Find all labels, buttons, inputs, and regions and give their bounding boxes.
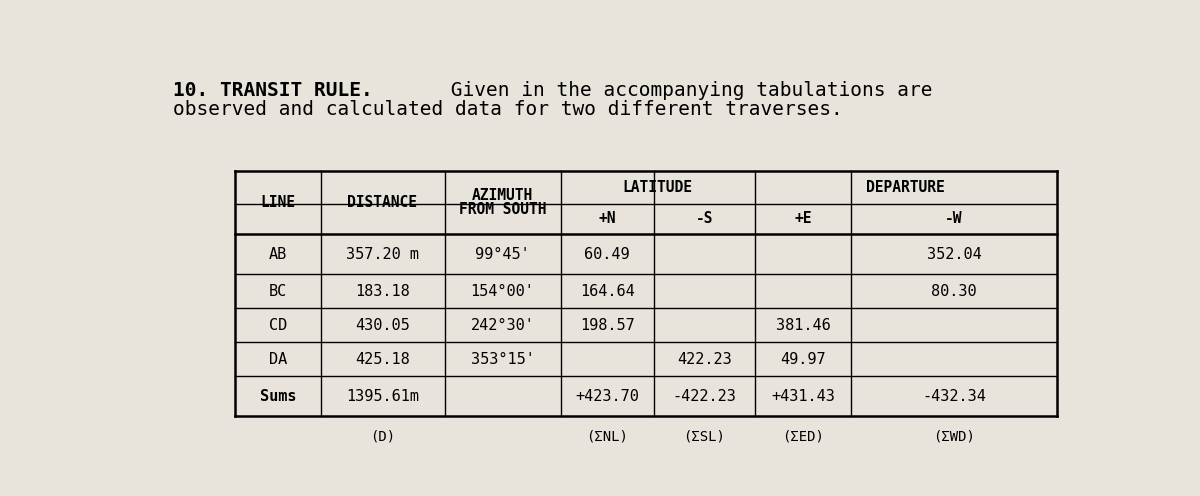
Text: -W: -W [946, 211, 962, 226]
Text: AB: AB [269, 247, 287, 262]
Text: +423.70: +423.70 [575, 388, 640, 404]
Text: 422.23: 422.23 [677, 352, 732, 367]
Text: 357.20 m: 357.20 m [346, 247, 419, 262]
Text: Sums: Sums [259, 388, 296, 404]
Text: LATITUDE: LATITUDE [623, 180, 692, 195]
Text: (ΣED): (ΣED) [782, 430, 824, 444]
Text: 381.46: 381.46 [775, 317, 830, 333]
Text: (D): (D) [370, 430, 395, 444]
Text: Given in the accompanying tabulations are: Given in the accompanying tabulations ar… [439, 81, 932, 100]
Text: 1395.61m: 1395.61m [346, 388, 419, 404]
Text: +E: +E [794, 211, 811, 226]
Text: 154°00': 154°00' [470, 284, 534, 299]
Text: -422.23: -422.23 [672, 388, 736, 404]
Text: LINE: LINE [260, 195, 295, 210]
Text: -432.34: -432.34 [922, 388, 986, 404]
Text: BC: BC [269, 284, 287, 299]
Text: 198.57: 198.57 [580, 317, 635, 333]
Text: DEPARTURE: DEPARTURE [866, 180, 946, 195]
Text: 60.49: 60.49 [584, 247, 630, 262]
Text: 164.64: 164.64 [580, 284, 635, 299]
Text: 80.30: 80.30 [931, 284, 977, 299]
Text: +431.43: +431.43 [772, 388, 835, 404]
Text: observed and calculated data for two different traverses.: observed and calculated data for two dif… [173, 100, 842, 119]
Text: 183.18: 183.18 [355, 284, 410, 299]
Text: 425.18: 425.18 [355, 352, 410, 367]
Text: AZIMUTH: AZIMUTH [472, 188, 533, 203]
Text: 49.97: 49.97 [780, 352, 826, 367]
Text: 242°30': 242°30' [470, 317, 534, 333]
Text: (ΣWD): (ΣWD) [934, 430, 974, 444]
Text: DISTANCE: DISTANCE [348, 195, 418, 210]
Text: 353°15': 353°15' [470, 352, 534, 367]
Text: 99°45': 99°45' [475, 247, 530, 262]
Text: (ΣNL): (ΣNL) [587, 430, 628, 444]
Text: 10. TRANSIT RULE.: 10. TRANSIT RULE. [173, 81, 373, 100]
Text: -S: -S [695, 211, 713, 226]
Text: FROM SOUTH: FROM SOUTH [458, 202, 546, 217]
Text: 430.05: 430.05 [355, 317, 410, 333]
Text: (ΣSL): (ΣSL) [683, 430, 725, 444]
Text: DA: DA [269, 352, 287, 367]
Text: 352.04: 352.04 [926, 247, 982, 262]
Text: CD: CD [269, 317, 287, 333]
Text: +N: +N [599, 211, 616, 226]
